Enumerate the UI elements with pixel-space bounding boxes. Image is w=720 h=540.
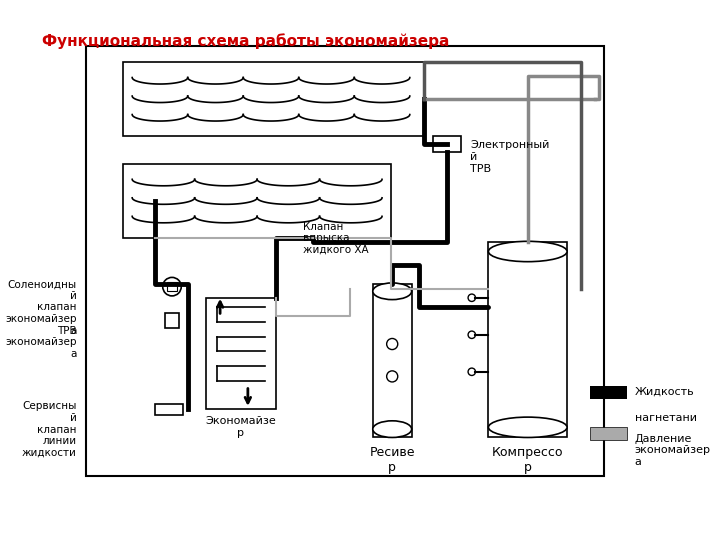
Ellipse shape [488,417,567,437]
Bar [433,136,461,152]
Bar [373,284,412,436]
Circle shape [163,278,181,296]
Circle shape [468,331,475,339]
Text: Функциональная схема работы экономайзера: Функциональная схема работы экономайзера [42,33,450,49]
Bar [86,46,604,476]
Bar [123,62,423,136]
Text: Клапан
впрыска
жидкого ХА: Клапан впрыска жидкого ХА [303,222,369,255]
Ellipse shape [373,421,412,437]
Bar [206,298,276,409]
Circle shape [387,371,397,382]
Text: Давление
экономайзер
а: Давление экономайзер а [634,434,711,467]
Text: Компрессо
р: Компрессо р [492,446,564,474]
Text: Соленоидны
й
клапан
экономайзер
а: Соленоидны й клапан экономайзер а [5,279,77,336]
Text: Экономайзе
р: Экономайзе р [205,416,276,438]
Text: Ресиве
р: Ресиве р [369,446,415,474]
Text: нагнетани: нагнетани [634,413,697,423]
Ellipse shape [373,283,412,300]
Bar [156,404,183,415]
Bar [590,386,627,399]
Text: Электронный
й
ТРВ: Электронный й ТРВ [470,140,549,174]
Bar [488,242,567,436]
Bar [123,164,391,238]
Text: Сервисны
й
клапан
линии
жидкости: Сервисны й клапан линии жидкости [22,401,77,458]
Bar [590,427,627,440]
Text: Жидкость: Жидкость [634,387,694,397]
Bar [167,282,176,291]
Bar [165,314,179,328]
Circle shape [468,294,475,301]
Ellipse shape [488,241,567,262]
Circle shape [468,368,475,375]
Circle shape [387,339,397,349]
Text: ТРВ
экономайзер
а: ТРВ экономайзер а [5,326,77,359]
